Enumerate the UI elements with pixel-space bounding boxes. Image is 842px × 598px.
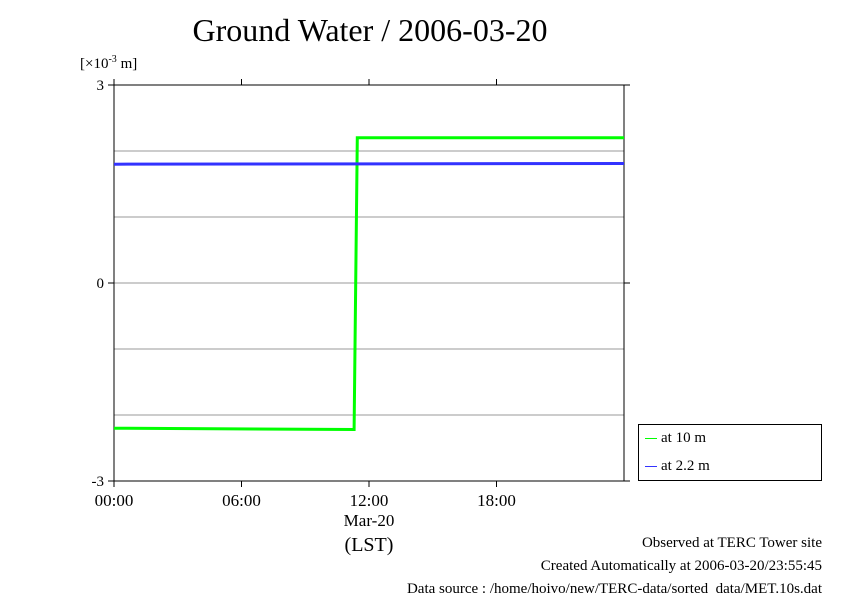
x-tick-label: 06:00 [222,491,261,510]
chart-title: Ground Water / 2006-03-20 [192,12,548,48]
x-axis-label: (LST) [345,534,394,556]
footer-created: Created Automatically at 2006-03-20/23:5… [540,558,822,574]
unit-prefix: [×10 [80,56,109,72]
y-axis-unit-label: [×10-3 m] [80,54,137,73]
unit-exponent: -3 [108,54,117,65]
x-tick-label: 12:00 [350,491,389,510]
series-line-0 [113,136,624,432]
legend-item-2-2m: at 2.2 m [645,458,710,475]
x-tick-label: 00:00 [95,491,134,510]
footer-data-source: Data source : /home/hoivo/new/TERC-data/… [406,581,822,597]
legend-swatch-10m [645,438,657,439]
series-line-1 [113,162,625,166]
y-tick-label: 3 [97,78,105,94]
legend-swatch-2-2m [645,466,657,467]
x-tick-label: 18:00 [477,491,516,510]
x-date-label: Mar-20 [344,511,395,530]
legend-label-2-2m: at 2.2 m [661,458,710,474]
unit-suffix: m] [116,56,138,72]
legend-label-10m: at 10 m [661,430,706,446]
y-tick-label: 0 [97,276,105,292]
legend-item-10m: at 10 m [645,430,706,447]
footer-observed: Observed at TERC Tower site [641,535,822,551]
legend: at 10 m at 2.2 m [638,424,822,481]
y-tick-label: -3 [92,474,105,490]
